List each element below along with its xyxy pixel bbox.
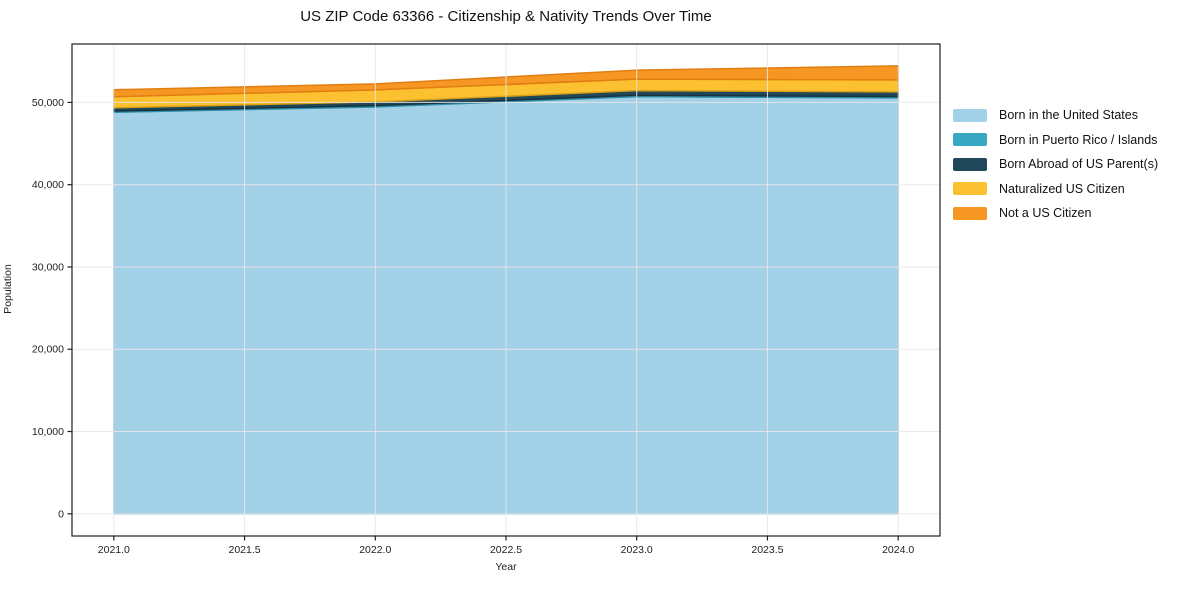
legend-item: Not a US Citizen: [953, 201, 1158, 226]
legend-item: Born in Puerto Rico / Islands: [953, 128, 1158, 153]
y-tick-label: 50,000: [32, 97, 64, 109]
x-tick-label: 2024.0: [882, 544, 914, 556]
y-axis-label: Population: [2, 264, 14, 314]
legend-swatch: [953, 157, 987, 171]
x-tick-label: 2021.5: [228, 544, 260, 556]
x-axis-label: Year: [495, 561, 517, 573]
x-tick-label: 2022.0: [359, 544, 391, 556]
legend-swatch: [953, 182, 987, 196]
legend-label: Naturalized US Citizen: [999, 181, 1125, 196]
legend-swatch: [953, 108, 987, 122]
legend-item: Naturalized US Citizen: [953, 177, 1158, 202]
legend-label: Not a US Citizen: [999, 206, 1092, 221]
y-tick-label: 20,000: [32, 344, 64, 356]
legend-label: Born in Puerto Rico / Islands: [999, 132, 1158, 147]
x-tick-label: 2023.5: [751, 544, 783, 556]
y-tick-label: 40,000: [32, 179, 64, 191]
legend-swatch: [953, 133, 987, 147]
x-tick-label: 2023.0: [621, 544, 653, 556]
legend-label: Born in the United States: [999, 108, 1138, 123]
x-tick-label: 2022.5: [490, 544, 522, 556]
chart-title: US ZIP Code 63366 - Citizenship & Nativi…: [300, 8, 712, 25]
y-tick-label: 30,000: [32, 261, 64, 273]
legend-item: Born Abroad of US Parent(s): [953, 152, 1158, 177]
legend-label: Born Abroad of US Parent(s): [999, 157, 1159, 172]
legend: Born in the United States Born in Puerto …: [953, 103, 1158, 226]
legend-swatch: [953, 206, 987, 220]
legend-item: Born in the United States: [953, 103, 1158, 128]
y-tick-label: 10,000: [32, 426, 64, 438]
y-tick-label: 0: [58, 508, 64, 520]
x-tick-label: 2021.0: [98, 544, 130, 556]
